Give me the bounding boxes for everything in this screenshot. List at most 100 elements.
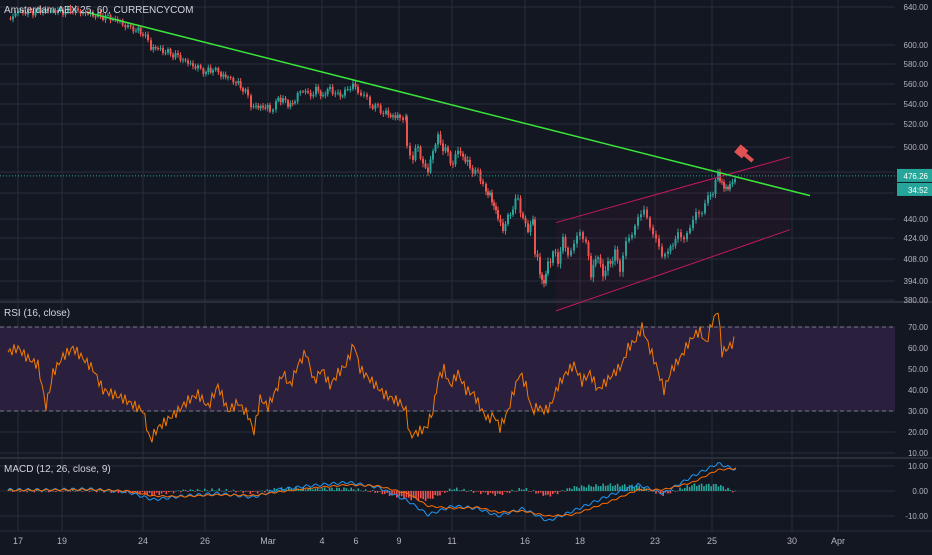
macd-histogram-bar — [492, 491, 494, 494]
macd-histogram-bar — [362, 491, 364, 492]
macd-histogram-bar — [698, 484, 700, 491]
macd-histogram-bar — [96, 491, 98, 493]
macd-pane[interactable] — [7, 462, 737, 522]
candle-body — [559, 251, 562, 264]
candle-body — [352, 83, 354, 89]
macd-histogram-bar — [76, 490, 79, 492]
candle-body — [62, 9, 64, 15]
rsi-pane[interactable] — [0, 312, 895, 443]
macd-histogram-bar — [686, 485, 688, 491]
candle-body — [334, 93, 337, 95]
candle-body — [529, 224, 532, 233]
macd-histogram-bar — [523, 489, 525, 491]
macd-histogram-bar — [499, 491, 501, 495]
macd-histogram-bar — [602, 483, 604, 491]
macd-histogram-bar — [55, 491, 57, 492]
macd-histogram-bar — [199, 490, 201, 491]
arrow-shaft — [743, 153, 755, 163]
macd-histogram-bar — [717, 486, 720, 491]
candle-body — [132, 26, 135, 32]
candle-body — [227, 76, 229, 78]
candle-body — [207, 67, 210, 72]
macd-histogram-bar — [196, 488, 199, 491]
rsi-band — [0, 327, 895, 411]
candle-body — [707, 195, 709, 204]
macd-histogram-bar — [252, 491, 254, 493]
price-pane[interactable] — [0, 4, 895, 312]
date-tick-label: 17 — [13, 536, 23, 546]
macd-tick-label: 0.00 — [912, 487, 928, 496]
candle-body — [259, 105, 262, 109]
candle-body — [394, 115, 397, 118]
macd-histogram-bar — [556, 491, 559, 495]
macd-histogram-bar — [597, 486, 600, 491]
macd-histogram-bar — [9, 489, 12, 491]
candle-body — [701, 213, 703, 215]
candle-body — [79, 10, 82, 14]
candle-body — [357, 86, 359, 93]
candle-body — [667, 251, 669, 254]
candle-body — [543, 279, 545, 284]
candle-body — [611, 260, 614, 264]
candle-body — [424, 163, 427, 168]
candle-body — [442, 143, 444, 152]
candle-body — [599, 257, 602, 265]
macd-histogram-bar — [328, 487, 331, 491]
macd-histogram-bar — [177, 490, 180, 491]
candle-body — [242, 88, 244, 92]
candle-body — [643, 209, 645, 215]
candle-body — [457, 150, 459, 155]
macd-histogram-bar — [393, 491, 396, 495]
macd-histogram-bar — [48, 491, 50, 493]
candle-body — [360, 92, 362, 96]
macd-histogram-bar — [715, 483, 717, 491]
candle-body — [135, 30, 137, 32]
date-tick-label: 4 — [319, 536, 324, 546]
last-price-badge — [897, 168, 932, 182]
macd-histogram-bar — [564, 491, 566, 492]
macd-histogram-bar — [206, 490, 208, 491]
macd-histogram-bar — [110, 491, 112, 493]
macd-histogram-bar — [525, 488, 528, 491]
signal-line — [7, 467, 737, 517]
macd-histogram-bar — [352, 489, 355, 491]
macd-histogram-bar — [552, 491, 554, 494]
candle-body — [462, 153, 464, 157]
macd-histogram-bar — [684, 487, 686, 491]
candle-body — [414, 147, 417, 160]
macd-histogram-bar — [590, 486, 592, 491]
macd-histogram-bar — [273, 488, 276, 491]
candle-body — [287, 100, 289, 107]
candle-body — [322, 95, 324, 97]
candle-body — [164, 52, 167, 54]
price-tick-label: 520.00 — [904, 120, 929, 129]
candle-body — [547, 261, 549, 274]
macd-line — [7, 462, 737, 522]
candle-body — [594, 258, 597, 265]
candle-body — [477, 169, 479, 171]
macd-histogram-bar — [636, 485, 638, 491]
candle-body — [487, 191, 489, 195]
macd-histogram-bar — [580, 485, 583, 491]
macd-histogram-bar — [261, 490, 264, 492]
macd-histogram-bar — [156, 491, 158, 493]
macd-histogram-bar — [456, 487, 458, 491]
macd-histogram-bar — [307, 488, 309, 491]
candle-body — [137, 27, 140, 31]
symbol-title[interactable]: Amsterdam AEX 25, 60, CURRENCYCOM — [4, 5, 194, 16]
macd-histogram-bar — [724, 489, 727, 491]
rsi-title[interactable]: RSI (16, close) — [4, 308, 71, 319]
macd-histogram-bar — [240, 490, 242, 492]
candle-body — [502, 222, 504, 231]
macd-histogram-bar — [504, 491, 506, 492]
macd-title[interactable]: MACD (12, 26, close, 9) — [4, 464, 111, 475]
macd-histogram-bar — [237, 491, 240, 492]
macd-histogram-bar — [453, 489, 456, 491]
candle-body — [524, 217, 527, 224]
candle-body — [714, 179, 717, 195]
macd-histogram-bar — [720, 485, 722, 491]
trendline — [87, 11, 811, 197]
macd-histogram-bar — [691, 485, 693, 491]
price-tick-label: 424.00 — [904, 234, 929, 243]
